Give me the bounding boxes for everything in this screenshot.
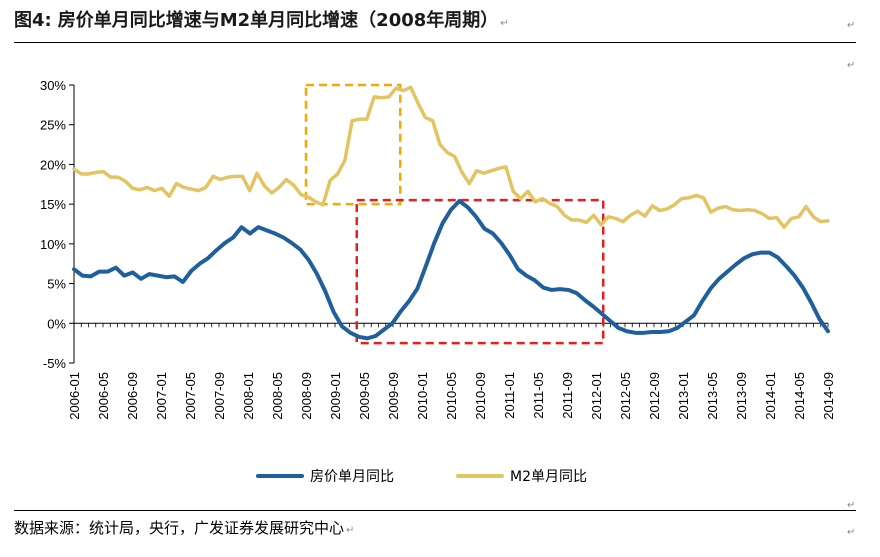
- figure-label: 图4:: [14, 10, 52, 31]
- para-mark-2: ↵: [847, 60, 856, 71]
- x-tick-label: 2012-05: [618, 372, 633, 420]
- para-mark-3: ↵: [847, 500, 856, 511]
- legend-label-2: M2单月同比: [510, 469, 587, 485]
- legend-label-1: 房价单月同比: [310, 469, 394, 485]
- x-tick-label: 2008-09: [299, 372, 314, 420]
- y-axis: -5% 0% 5% 10% 15% 20% 25% 30%: [40, 78, 75, 371]
- series-lines: [72, 85, 830, 341]
- y-tick-label: 0%: [47, 316, 66, 331]
- x-axis: 2006-01 2006-05 2006-09 2007-01 2007-05 2007-…: [67, 322, 836, 420]
- x-tick-label: 2011-01: [502, 372, 517, 419]
- source-rule: [14, 510, 856, 511]
- x-tick-label: 2013-05: [705, 372, 720, 420]
- series-line-house-price: [72, 198, 830, 341]
- series-line-m2: [72, 85, 830, 229]
- x-tick-label: 2007-05: [183, 372, 198, 420]
- x-tick-label: 2014-09: [821, 372, 836, 420]
- x-tick-label: 2014-05: [792, 372, 807, 420]
- y-tick-label: 15%: [40, 197, 66, 212]
- x-tick-label: 2013-01: [676, 372, 691, 420]
- figure-title: 图4: 房价单月同比增速与M2单月同比增速（2008年周期） ↵: [14, 6, 509, 32]
- x-tick-label: 2010-05: [444, 372, 459, 420]
- x-tick-label: 2006-01: [67, 372, 82, 420]
- x-tick-label: 2009-09: [386, 372, 401, 420]
- x-tick-label: 2011-05: [531, 372, 546, 419]
- annotation-box-1: [304, 83, 402, 206]
- y-tick-label: -5%: [43, 356, 67, 371]
- x-tick-label: 2008-05: [270, 372, 285, 420]
- x-tick-label: 2009-01: [328, 372, 343, 420]
- para-mark-1: ↵: [847, 20, 856, 31]
- x-tick-label: 2010-09: [473, 372, 488, 420]
- y-tick-label: 10%: [40, 237, 66, 252]
- x-tick-label: 2012-01: [589, 372, 604, 420]
- x-tick-label: 2008-01: [241, 372, 256, 420]
- x-tick-label: 2007-09: [212, 372, 227, 420]
- title-rule: [14, 42, 856, 43]
- x-tick-label: 2011-09: [560, 372, 575, 419]
- chart: -5%0%5%10%15%20%25%30% 2006-01 2006-05 200…: [40, 78, 836, 485]
- para-mark-4: ↵: [847, 527, 856, 538]
- x-tick-label: 2009-05: [357, 372, 372, 420]
- source-text: 数据来源：统计局，央行，广发证券发展研究中心: [14, 519, 345, 537]
- source-end-mark: ↵: [346, 525, 355, 536]
- annotation-box-2: [355, 198, 605, 345]
- y-tick-label: 20%: [40, 157, 66, 172]
- annotation-boxes: [304, 83, 605, 345]
- y-tick-label: 25%: [40, 118, 66, 133]
- x-tick-label: 2007-01: [154, 372, 169, 420]
- y-tick-label: 5%: [47, 277, 66, 292]
- title-end-mark: ↵: [500, 18, 509, 29]
- x-tick-label: 2006-05: [96, 372, 111, 420]
- x-tick-label: 2006-09: [125, 372, 140, 420]
- x-tick-label: 2013-09: [734, 372, 749, 420]
- x-tick-label: 2014-01: [763, 372, 778, 420]
- source-note: 数据来源：统计局，央行，广发证券发展研究中心 ↵: [14, 517, 354, 538]
- legend: 房价单月同比 M2单月同比: [256, 469, 587, 485]
- x-tick-label: 2010-01: [415, 372, 430, 420]
- x-tick-label: 2012-09: [647, 372, 662, 420]
- figure-title-text: 房价单月同比增速与M2单月同比增速（2008年周期）: [57, 10, 499, 31]
- y-tick-label: 30%: [40, 78, 66, 93]
